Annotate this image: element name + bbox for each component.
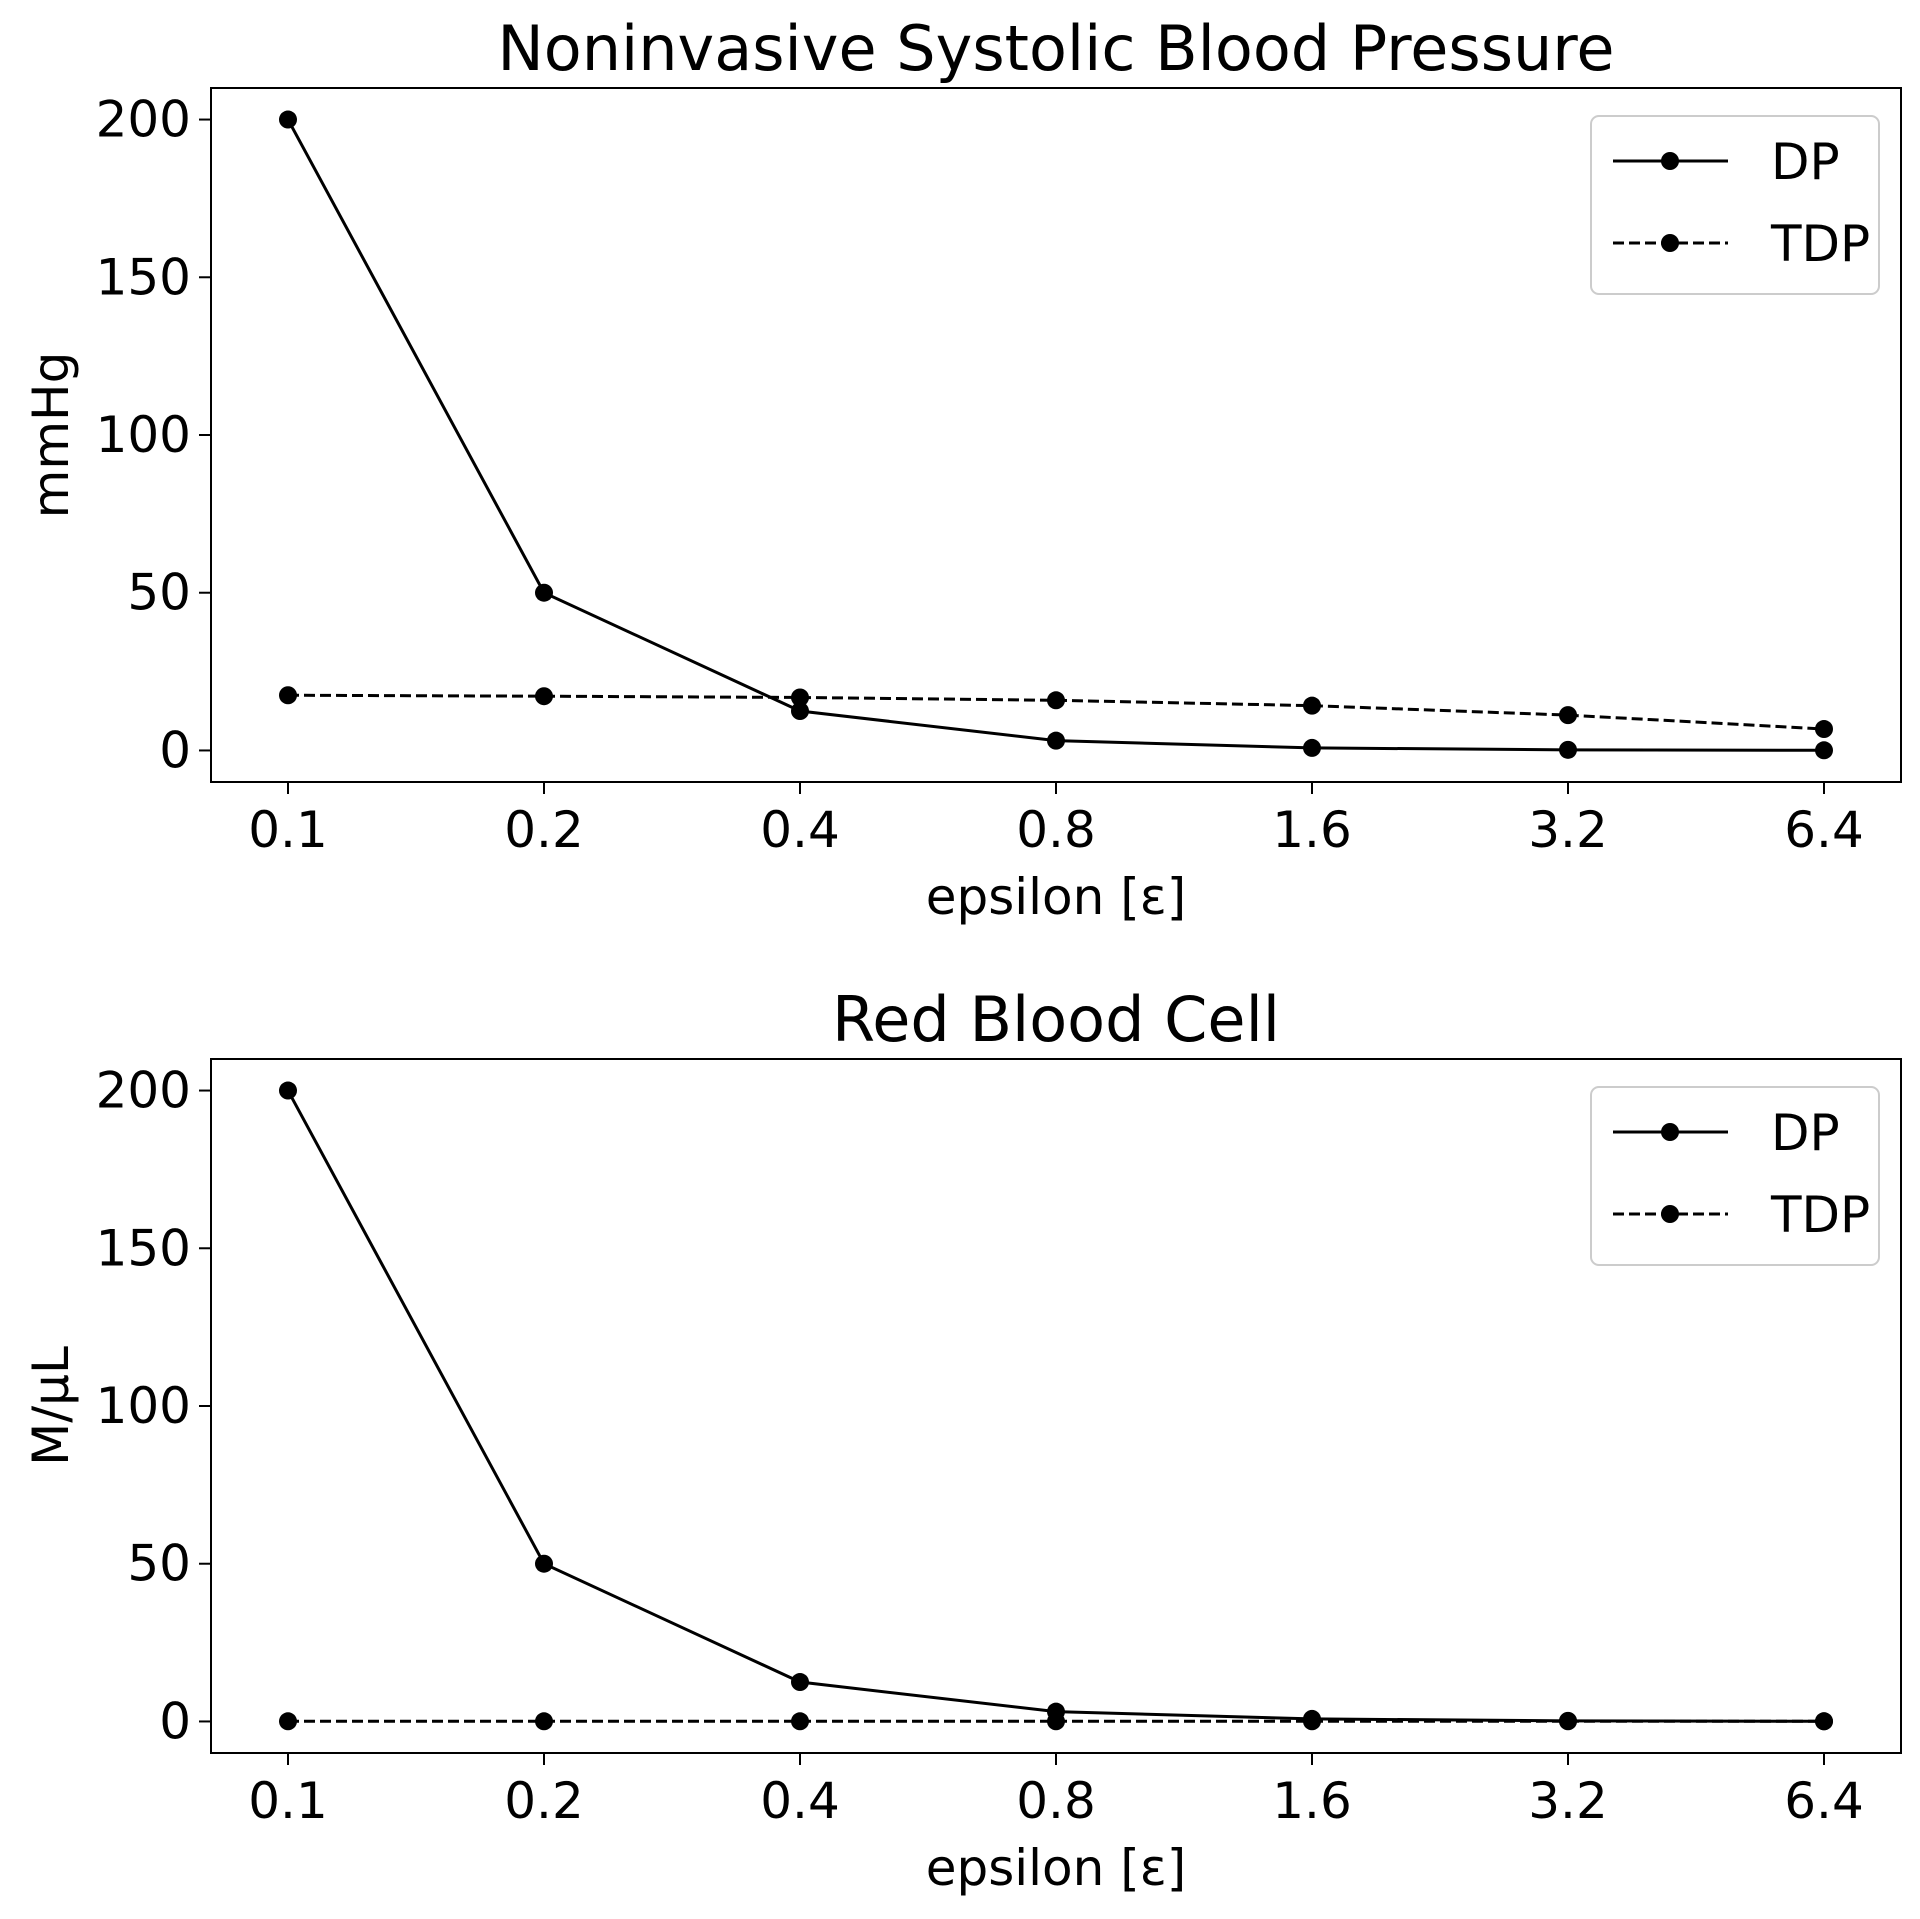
data-point-dp <box>535 1554 553 1573</box>
data-point-tdp <box>1047 691 1065 710</box>
data-point-tdp <box>1815 1712 1833 1731</box>
chart-title: Noninvasive Systolic Blood Pressure <box>497 12 1614 85</box>
y-tick-label: 50 <box>127 564 191 622</box>
data-point-dp <box>535 583 553 602</box>
data-point-tdp <box>1303 696 1321 715</box>
data-point-dp <box>791 1673 809 1692</box>
x-tick-label: 0.4 <box>760 1772 840 1830</box>
data-point-tdp <box>535 687 553 706</box>
data-point-tdp <box>791 688 809 707</box>
legend-marker-tdp <box>1661 234 1679 252</box>
y-tick-label: 0 <box>159 1692 191 1750</box>
legend-marker-tdp <box>1661 1205 1679 1223</box>
chart-title: Red Blood Cell <box>832 983 1280 1056</box>
x-tick-label: 0.8 <box>1016 1772 1096 1830</box>
y-tick-label: 0 <box>159 721 191 779</box>
data-point-tdp <box>279 1712 297 1731</box>
y-tick-label: 100 <box>96 406 191 464</box>
y-tick-label: 50 <box>127 1535 191 1593</box>
x-tick-label: 6.4 <box>1784 801 1864 859</box>
y-tick-label: 150 <box>96 248 191 306</box>
data-point-dp <box>279 110 297 129</box>
legend-label-tdp: TDP <box>1770 1186 1870 1244</box>
data-point-tdp <box>279 686 297 705</box>
data-point-dp <box>279 1081 297 1100</box>
legend-label-dp: DP <box>1771 133 1840 191</box>
legend-marker-dp <box>1661 1123 1679 1141</box>
y-tick-label: 200 <box>96 1062 191 1120</box>
x-tick-label: 3.2 <box>1528 801 1608 859</box>
data-point-dp <box>1047 731 1065 750</box>
legend-label-tdp: TDP <box>1770 215 1870 273</box>
data-point-tdp <box>1815 720 1833 739</box>
y-tick-label: 100 <box>96 1377 191 1435</box>
y-axis-label: mmHg <box>22 352 80 519</box>
data-point-dp <box>791 702 809 721</box>
data-point-dp <box>1303 738 1321 757</box>
x-tick-label: 0.1 <box>248 1772 328 1830</box>
x-tick-label: 1.6 <box>1272 801 1352 859</box>
data-point-dp <box>1815 741 1833 760</box>
legend-label-dp: DP <box>1771 1104 1840 1162</box>
data-point-tdp <box>1559 706 1577 725</box>
data-point-tdp <box>1559 1712 1577 1731</box>
y-tick-label: 150 <box>96 1219 191 1277</box>
chart-panel-red-blood-cell: Red Blood Cell epsilon [ε] M/μL 0 50 100 15… <box>22 983 1902 1897</box>
x-axis-label: epsilon [ε] <box>926 1839 1187 1897</box>
data-point-tdp <box>791 1712 809 1731</box>
data-point-tdp <box>1047 1712 1065 1731</box>
y-axis-label: M/μL <box>22 1346 80 1466</box>
x-tick-label: 0.1 <box>248 801 328 859</box>
x-axis-label: epsilon [ε] <box>926 868 1187 926</box>
data-point-dp <box>1559 740 1577 759</box>
data-point-tdp <box>1303 1712 1321 1731</box>
x-tick-label: 1.6 <box>1272 1772 1352 1830</box>
x-tick-label: 0.2 <box>504 801 584 859</box>
x-tick-label: 0.2 <box>504 1772 584 1830</box>
data-point-tdp <box>535 1712 553 1731</box>
y-tick-label: 200 <box>96 91 191 149</box>
x-tick-label: 3.2 <box>1528 1772 1608 1830</box>
legend-marker-dp <box>1661 152 1679 170</box>
chart-panel-blood-pressure: Noninvasive Systolic Blood Pressure epsi… <box>22 12 1902 926</box>
x-tick-label: 0.8 <box>1016 801 1096 859</box>
x-tick-label: 6.4 <box>1784 1772 1864 1830</box>
x-tick-label: 0.4 <box>760 801 840 859</box>
